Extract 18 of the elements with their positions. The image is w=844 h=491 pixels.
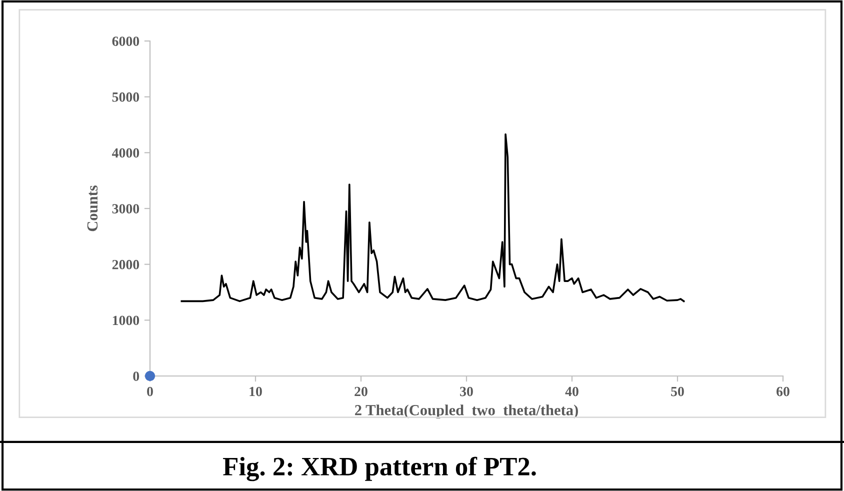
x-axis-title: 2 Theta(Coupled two theta/theta) — [355, 404, 578, 418]
x-tick-label: 40 — [565, 386, 578, 396]
x-tick-label: 10 — [250, 386, 262, 396]
x-tick-label: 50 — [671, 386, 684, 396]
y-tick-label: 6000 — [112, 36, 140, 46]
y-tick-label: 5000 — [112, 92, 140, 102]
x-tick-label: 30 — [460, 386, 473, 396]
y-tick-label: 0 — [133, 372, 140, 381]
y-tick-label: 1000 — [112, 316, 140, 326]
y-tick-label: 3000 — [112, 204, 140, 214]
x-tick-label: 60 — [776, 386, 790, 396]
caption: Fig. 2: XRD pattern of PT2. — [223, 456, 536, 482]
y-axis-title: Counts — [87, 186, 98, 232]
y-tick-label: 2000 — [112, 260, 140, 270]
line-series — [180, 133, 685, 302]
y-tick-label: 4000 — [112, 148, 140, 158]
x-tick-label: 0 — [147, 386, 153, 396]
x-tick-label: 20 — [354, 386, 368, 396]
